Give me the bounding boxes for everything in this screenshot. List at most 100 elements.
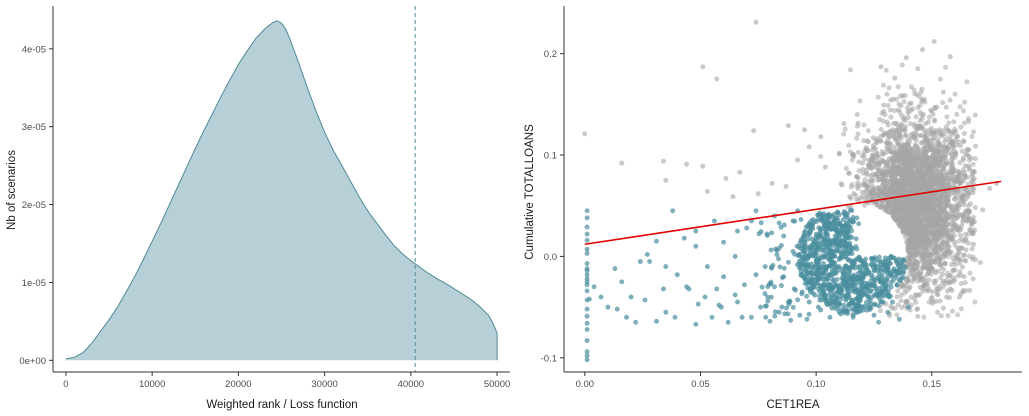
scatter-point-teal (628, 294, 634, 300)
scatter-point-teal (861, 290, 867, 296)
scatter-panel: 0.00 0.05 0.10 0.15 -0.1 0.0 0.1 0.2 CET1REA C… (524, 6, 1022, 411)
density-y-tick-label: 2e-05 (22, 200, 46, 211)
scatter-point-teal (584, 326, 590, 332)
scatter-point-gray (700, 163, 706, 169)
scatter-point-teal (882, 258, 888, 264)
scatter-point-gray (960, 213, 966, 219)
scatter-point-gray (964, 79, 970, 85)
scatter-point-gray (935, 212, 941, 218)
scatter-point-teal (849, 251, 855, 257)
scatter-point-teal (817, 229, 823, 235)
density-plot-area (65, 6, 498, 372)
scatter-point-gray (936, 268, 942, 274)
scatter-point-teal (758, 304, 764, 310)
scatter-point-gray (885, 136, 891, 142)
scatter-point-gray (918, 269, 924, 275)
scatter-point-gray (937, 159, 943, 165)
scatter-point-teal (709, 314, 715, 320)
scatter-point-teal (832, 223, 838, 229)
scatter-point-gray (899, 121, 905, 127)
scatter-point-gray (962, 169, 968, 175)
scatter-point-gray (956, 202, 962, 208)
scatter-point-teal (584, 338, 590, 344)
scatter-point-gray (953, 252, 959, 258)
scatter-point-gray (952, 242, 958, 248)
scatter-point-teal (584, 261, 590, 267)
scatter-point-gray (935, 286, 941, 292)
scatter-point-gray (883, 140, 889, 146)
scatter-point-gray (903, 283, 909, 289)
scatter-point-gray (880, 132, 886, 138)
scatter-x-tick-label: 0.05 (691, 379, 710, 390)
scatter-point-gray (883, 208, 889, 214)
scatter-point-teal (776, 256, 782, 262)
scatter-point-gray (935, 292, 941, 298)
scatter-point-gray (897, 109, 903, 115)
scatter-point-gray (880, 82, 886, 88)
scatter-point-gray (795, 157, 801, 163)
scatter-point-teal (906, 304, 912, 310)
scatter-point-gray (970, 214, 976, 220)
scatter-point-teal (772, 284, 778, 290)
scatter-point-teal (654, 318, 660, 324)
scatter-point-teal (758, 220, 764, 226)
scatter-point-gray (950, 229, 956, 235)
scatter-point-gray (879, 169, 885, 175)
scatter-point-teal (654, 238, 660, 244)
scatter-point-gray (905, 142, 911, 148)
scatter-point-gray (913, 300, 919, 306)
scatter-point-teal (776, 220, 782, 226)
scatter-point-teal (584, 231, 590, 237)
scatter-point-gray (938, 203, 944, 209)
scatter-point-gray (921, 112, 927, 118)
scatter-point-teal (781, 274, 787, 280)
scatter-point-teal (693, 321, 699, 327)
scatter-point-teal (836, 309, 842, 315)
scatter-point-teal (693, 243, 699, 249)
scatter-point-gray (922, 245, 928, 251)
scatter-point-gray (899, 223, 905, 229)
scatter-point-teal (781, 265, 787, 271)
scatter-point-gray (955, 178, 961, 184)
scatter-point-teal (794, 262, 800, 268)
scatter-point-teal (803, 224, 809, 230)
scatter-point-gray (921, 128, 927, 134)
scatter-point-gray (922, 264, 928, 270)
scatter-point-gray (944, 239, 950, 245)
scatter-point-gray (943, 104, 949, 110)
scatter-point-gray (904, 231, 910, 237)
scatter-point-teal (774, 252, 780, 258)
scatter-point-gray (952, 91, 958, 97)
scatter-point-gray (929, 257, 935, 263)
scatter-point-gray (879, 149, 885, 155)
scatter-point-teal (846, 271, 852, 277)
scatter-point-teal (584, 266, 590, 272)
scatter-point-gray (899, 305, 905, 311)
scatter-point-gray (938, 313, 944, 319)
scatter-point-gray (914, 126, 920, 132)
scatter-point-teal (839, 252, 845, 258)
scatter-point-gray (846, 170, 852, 176)
scatter-point-teal (584, 215, 590, 221)
scatter-point-teal (843, 213, 849, 219)
scatter-point-gray (870, 135, 876, 141)
scatter-point-gray (930, 136, 936, 142)
scatter-point-gray (898, 298, 904, 304)
scatter-point-teal (670, 208, 676, 214)
scatter-point-gray (881, 102, 887, 108)
scatter-point-gray (714, 76, 720, 82)
scatter-point-gray (919, 175, 925, 181)
scatter-point-gray (818, 134, 824, 140)
scatter-point-gray (913, 114, 919, 120)
scatter-point-gray (896, 157, 902, 163)
scatter-point-gray (938, 133, 944, 139)
scatter-point-teal (777, 264, 783, 270)
density-x-tick-label: 30000 (311, 379, 337, 390)
scatter-point-gray (960, 264, 966, 270)
scatter-point-teal (644, 251, 650, 257)
scatter-point-teal (808, 228, 814, 234)
scatter-point-gray (904, 215, 910, 221)
scatter-point-teal (584, 224, 590, 230)
scatter-point-gray (973, 143, 979, 149)
scatter-point-gray (951, 148, 957, 154)
